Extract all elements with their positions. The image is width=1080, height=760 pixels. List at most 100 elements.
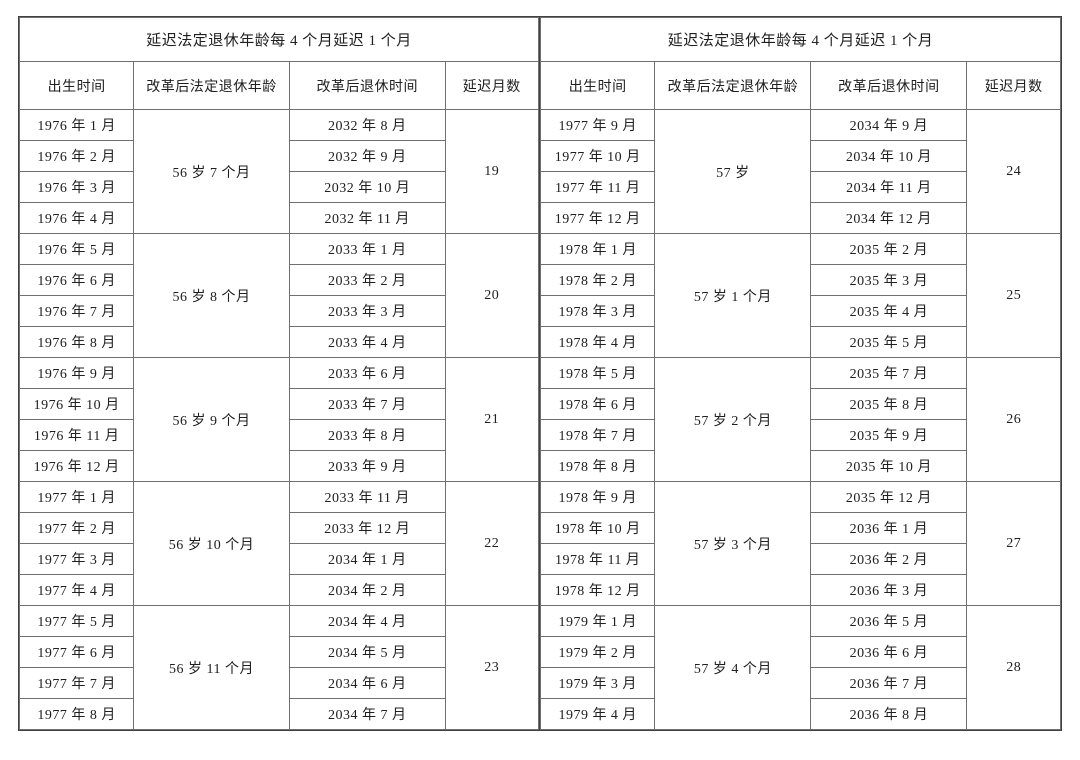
cell-retire: 2035 年 10 月: [811, 451, 967, 482]
cell-delay: 27: [967, 482, 1061, 606]
cell-age: 57 岁 4 个月: [655, 606, 811, 730]
cell-birth: 1976 年 6 月: [20, 265, 134, 296]
cell-retire: 2034 年 4 月: [289, 606, 445, 637]
cell-age: 57 岁 1 个月: [655, 234, 811, 358]
pane-title: 延迟法定退休年龄每 4 个月延迟 1 个月: [20, 18, 539, 62]
cell-birth: 1979 年 2 月: [541, 637, 655, 668]
cell-birth: 1977 年 2 月: [20, 513, 134, 544]
cell-retire: 2034 年 9 月: [811, 110, 967, 141]
cell-retire: 2033 年 6 月: [289, 358, 445, 389]
cell-retire: 2035 年 3 月: [811, 265, 967, 296]
cell-birth: 1977 年 12 月: [541, 203, 655, 234]
cell-retire: 2035 年 5 月: [811, 327, 967, 358]
cell-birth: 1978 年 8 月: [541, 451, 655, 482]
cell-birth: 1978 年 4 月: [541, 327, 655, 358]
cell-birth: 1976 年 11 月: [20, 420, 134, 451]
cell-retire: 2036 年 5 月: [811, 606, 967, 637]
cell-retire: 2036 年 3 月: [811, 575, 967, 606]
col-header-retire: 改革后退休时间: [289, 62, 445, 110]
cell-delay: 25: [967, 234, 1061, 358]
cell-birth: 1977 年 3 月: [20, 544, 134, 575]
cell-delay: 21: [445, 358, 538, 482]
cell-retire: 2034 年 6 月: [289, 668, 445, 699]
cell-retire: 2033 年 12 月: [289, 513, 445, 544]
cell-birth: 1977 年 7 月: [20, 668, 134, 699]
cell-birth: 1978 年 12 月: [541, 575, 655, 606]
cell-retire: 2033 年 4 月: [289, 327, 445, 358]
cell-age: 57 岁 2 个月: [655, 358, 811, 482]
cell-retire: 2032 年 11 月: [289, 203, 445, 234]
col-header-age: 改革后法定退休年龄: [134, 62, 290, 110]
cell-retire: 2033 年 8 月: [289, 420, 445, 451]
col-header-retire: 改革后退休时间: [811, 62, 967, 110]
col-header-delay: 延迟月数: [967, 62, 1061, 110]
cell-birth: 1976 年 7 月: [20, 296, 134, 327]
col-header-birth: 出生时间: [541, 62, 655, 110]
cell-retire: 2033 年 11 月: [289, 482, 445, 513]
cell-birth: 1976 年 5 月: [20, 234, 134, 265]
cell-delay: 23: [445, 606, 538, 730]
cell-age: 56 岁 8 个月: [134, 234, 290, 358]
cell-retire: 2033 年 3 月: [289, 296, 445, 327]
cell-retire: 2034 年 10 月: [811, 141, 967, 172]
cell-birth: 1977 年 11 月: [541, 172, 655, 203]
cell-retire: 2032 年 9 月: [289, 141, 445, 172]
cell-delay: 28: [967, 606, 1061, 730]
cell-birth: 1979 年 4 月: [541, 699, 655, 730]
cell-retire: 2035 年 8 月: [811, 389, 967, 420]
cell-retire: 2033 年 7 月: [289, 389, 445, 420]
left-table: 延迟法定退休年龄每 4 个月延迟 1 个月出生时间改革后法定退休年龄改革后退休时…: [19, 17, 539, 730]
cell-retire: 2034 年 5 月: [289, 637, 445, 668]
col-header-age: 改革后法定退休年龄: [655, 62, 811, 110]
cell-age: 57 岁 3 个月: [655, 482, 811, 606]
cell-birth: 1976 年 9 月: [20, 358, 134, 389]
cell-birth: 1977 年 1 月: [20, 482, 134, 513]
cell-delay: 20: [445, 234, 538, 358]
cell-retire: 2035 年 12 月: [811, 482, 967, 513]
left-pane: 延迟法定退休年龄每 4 个月延迟 1 个月出生时间改革后法定退休年龄改革后退休时…: [19, 17, 540, 730]
cell-retire: 2035 年 2 月: [811, 234, 967, 265]
cell-birth: 1979 年 3 月: [541, 668, 655, 699]
cell-retire: 2032 年 8 月: [289, 110, 445, 141]
cell-birth: 1978 年 2 月: [541, 265, 655, 296]
col-header-delay: 延迟月数: [445, 62, 538, 110]
cell-age: 56 岁 11 个月: [134, 606, 290, 730]
cell-birth: 1977 年 8 月: [20, 699, 134, 730]
pane-title: 延迟法定退休年龄每 4 个月延迟 1 个月: [541, 18, 1061, 62]
cell-birth: 1977 年 5 月: [20, 606, 134, 637]
cell-birth: 1976 年 12 月: [20, 451, 134, 482]
cell-birth: 1978 年 7 月: [541, 420, 655, 451]
cell-retire: 2036 年 6 月: [811, 637, 967, 668]
cell-birth: 1978 年 10 月: [541, 513, 655, 544]
cell-retire: 2036 年 2 月: [811, 544, 967, 575]
cell-retire: 2033 年 1 月: [289, 234, 445, 265]
cell-birth: 1976 年 10 月: [20, 389, 134, 420]
cell-birth: 1976 年 3 月: [20, 172, 134, 203]
cell-delay: 19: [445, 110, 538, 234]
cell-birth: 1976 年 1 月: [20, 110, 134, 141]
cell-retire: 2036 年 1 月: [811, 513, 967, 544]
cell-delay: 22: [445, 482, 538, 606]
cell-birth: 1977 年 10 月: [541, 141, 655, 172]
cell-birth: 1978 年 1 月: [541, 234, 655, 265]
cell-birth: 1976 年 2 月: [20, 141, 134, 172]
cell-age: 57 岁: [655, 110, 811, 234]
cell-retire: 2034 年 12 月: [811, 203, 967, 234]
cell-birth: 1977 年 9 月: [541, 110, 655, 141]
cell-birth: 1979 年 1 月: [541, 606, 655, 637]
cell-age: 56 岁 10 个月: [134, 482, 290, 606]
cell-birth: 1977 年 6 月: [20, 637, 134, 668]
cell-retire: 2032 年 10 月: [289, 172, 445, 203]
col-header-birth: 出生时间: [20, 62, 134, 110]
cell-age: 56 岁 7 个月: [134, 110, 290, 234]
cell-retire: 2034 年 11 月: [811, 172, 967, 203]
cell-delay: 26: [967, 358, 1061, 482]
cell-birth: 1978 年 6 月: [541, 389, 655, 420]
cell-retire: 2034 年 7 月: [289, 699, 445, 730]
cell-retire: 2034 年 1 月: [289, 544, 445, 575]
cell-birth: 1977 年 4 月: [20, 575, 134, 606]
cell-birth: 1978 年 9 月: [541, 482, 655, 513]
cell-retire: 2033 年 2 月: [289, 265, 445, 296]
table-wrap: 延迟法定退休年龄每 4 个月延迟 1 个月出生时间改革后法定退休年龄改革后退休时…: [18, 16, 1062, 731]
cell-birth: 1978 年 5 月: [541, 358, 655, 389]
